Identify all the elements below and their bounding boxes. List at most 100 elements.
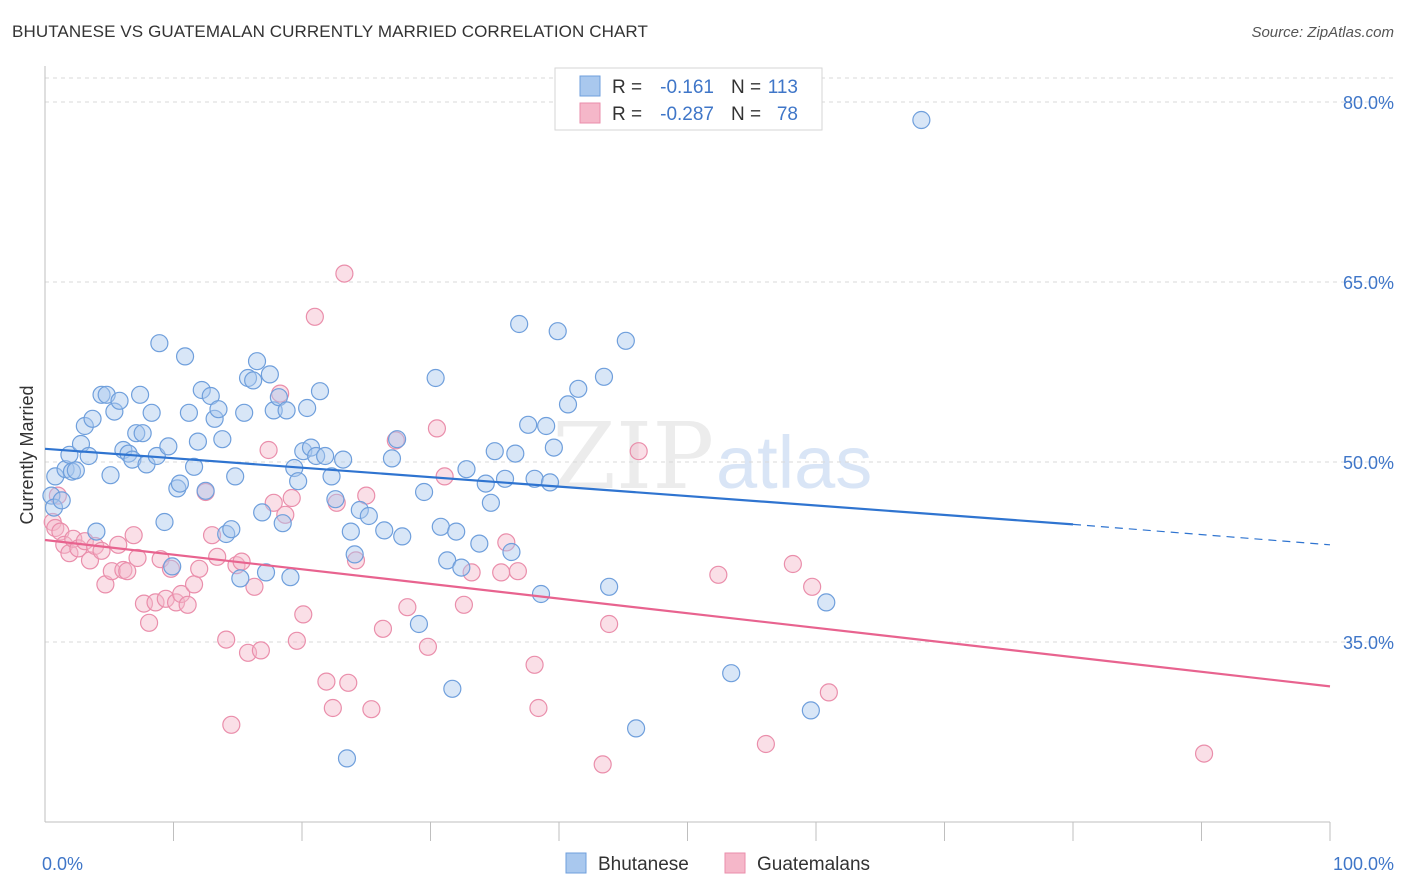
bhutanese-point	[438, 551, 457, 570]
bhutanese-point	[502, 542, 521, 562]
bhutanese-point	[414, 482, 434, 502]
bhutanese-point	[155, 512, 174, 532]
bhutanese-point	[133, 424, 152, 443]
bhutanese-point	[443, 679, 462, 698]
bhutanese-point	[253, 503, 272, 522]
x-tick-label: 0.0%	[42, 854, 83, 874]
bhutanese-point	[393, 527, 412, 546]
bhutanese-point	[510, 314, 529, 334]
bhutanese-trend-line	[44, 447, 1074, 526]
bhutanese-point	[79, 446, 98, 466]
bhutanese-point	[130, 385, 150, 404]
bhutanese-point	[159, 437, 178, 456]
guatemalans-point	[202, 526, 222, 545]
bottom-legend: Bhutanese Guatemalans	[565, 852, 870, 875]
x-tick-labels: 0.0% 100.0%	[42, 854, 1394, 874]
bhutanese-point	[506, 444, 525, 463]
bhutanese-point	[569, 379, 588, 398]
guatemalans-point	[492, 563, 511, 582]
bhutanese-point	[235, 403, 254, 422]
bottom-legend-guatemalans: Guatemalans	[757, 854, 870, 875]
guatemalans-point	[146, 593, 165, 612]
bhutanese-point	[345, 545, 364, 564]
bhutanese-point	[350, 500, 369, 520]
guatemalans-point	[60, 544, 79, 563]
guatemalans-trend-line	[44, 538, 1331, 688]
guatemalans-point	[317, 672, 336, 691]
bhutanese-point	[273, 514, 292, 533]
bhutanese-point	[537, 416, 556, 436]
legend-r-label-1: R =	[612, 77, 642, 98]
bhutanese-point	[87, 522, 106, 541]
guatemalans-point	[819, 683, 838, 702]
bhutanese-point	[387, 430, 407, 449]
bhutanese-point	[213, 430, 232, 449]
bhutanese-point	[175, 347, 195, 366]
bhutanese-point	[476, 474, 495, 493]
guatemalans-point	[373, 619, 393, 638]
guatemalans-point	[118, 562, 137, 581]
guatemalans-point	[178, 595, 197, 614]
bhutanese-point	[222, 520, 241, 539]
guatemalans-point	[629, 442, 648, 461]
bhutanese-point	[426, 368, 445, 388]
bhutanese-point	[192, 380, 211, 400]
bhutanese-point	[600, 577, 619, 596]
bhutanese-point	[298, 398, 317, 418]
bhutanese-point	[912, 110, 931, 130]
bhutanese-point	[409, 614, 429, 634]
guatemalans-point	[454, 595, 474, 614]
y-axis-label-group: Currently Married	[17, 385, 37, 524]
bhutanese-point	[722, 664, 741, 683]
bhutanese-point	[196, 481, 215, 500]
bhutanese-point	[52, 491, 71, 510]
bhutanese-point	[375, 521, 394, 540]
bhutanese-point	[226, 467, 245, 486]
guatemalans-point	[803, 577, 822, 596]
bhutanese-point	[110, 391, 129, 410]
guatemalans-point	[346, 551, 366, 570]
legend-n-label-1: N =	[731, 77, 761, 98]
guatemalans-point	[251, 641, 270, 660]
guatemalans-point	[418, 637, 438, 656]
trend-lines	[44, 447, 1331, 688]
bhutanese-point	[544, 438, 563, 457]
bottom-legend-swatch-bhutanese	[565, 852, 587, 874]
bhutanese-point	[316, 446, 335, 466]
bhutanese-point	[127, 424, 146, 443]
guatemalans-point	[323, 698, 342, 718]
guatemalans-point	[124, 526, 143, 545]
guatemalans-point	[172, 584, 191, 604]
guatemalans-point	[529, 698, 548, 718]
guatemalans-point	[709, 565, 728, 584]
bhutanese-point	[310, 382, 330, 401]
legend-swatch-bhutanese	[579, 75, 601, 97]
bhutanese-point	[44, 498, 64, 517]
guatemalans-point	[435, 467, 454, 486]
guatemalans-point	[222, 715, 241, 734]
bhutanese-point	[260, 365, 279, 384]
bhutanese-point	[281, 568, 300, 587]
bhutanese-point	[244, 371, 263, 390]
legend-r-value-1: -0.161	[660, 77, 714, 98]
guatemalans-point	[287, 631, 306, 650]
bhutanese-point	[817, 593, 836, 612]
legend-r-value-2: -0.287	[660, 104, 714, 125]
bhutanese-point	[247, 352, 267, 371]
bhutanese-point	[46, 467, 65, 486]
source-label: Source: ZipAtlas.com	[1251, 24, 1394, 41]
watermark: ZIP atlas	[552, 403, 872, 510]
bhutanese-point	[277, 401, 296, 420]
guatemalans-point	[398, 598, 417, 617]
bhutanese-point	[83, 409, 102, 428]
bhutanese-point	[481, 493, 500, 512]
legend-n-label-2: N =	[731, 104, 761, 125]
bhutanese-point	[184, 457, 204, 476]
bhutanese-trend-extension	[1072, 523, 1331, 546]
guatemalans-point	[184, 575, 204, 594]
guatemalans-points	[43, 264, 1214, 774]
guatemalans-point	[497, 533, 516, 552]
guatemalans-point	[217, 630, 236, 649]
bhutanese-point	[163, 557, 182, 576]
